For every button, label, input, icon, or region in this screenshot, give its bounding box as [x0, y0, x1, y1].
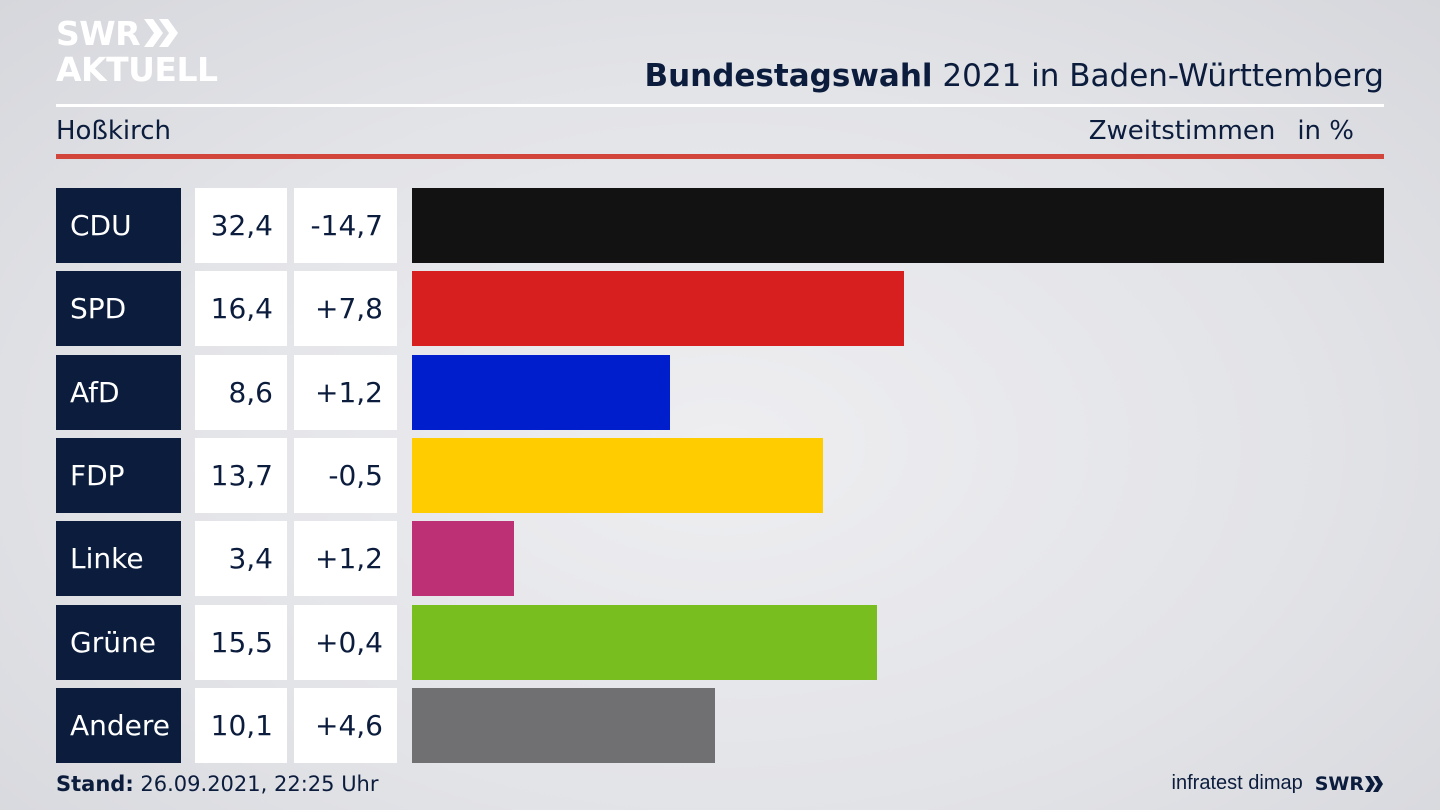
party-row: FDP 13,7 -0,5 [56, 437, 1384, 513]
party-row: SPD 16,4 +7,8 [56, 271, 1384, 347]
bar [412, 521, 514, 597]
measure-label: Zweitstimmen in % [1089, 116, 1354, 146]
timestamp: Stand: 26.09.2021, 22:25 Uhr [56, 772, 379, 796]
party-row: Linke 3,4 +1,2 [56, 521, 1384, 597]
party-row: Grüne 15,5 +0,4 [56, 604, 1384, 680]
logo-line-aktuell: AKTUELL [56, 50, 218, 89]
double-chevron-icon [144, 19, 179, 47]
vote-change: +1,2 [294, 521, 397, 597]
location-label: Hoßkirch [56, 116, 172, 146]
measure-name: Zweitstimmen [1088, 116, 1276, 146]
party-name: Grüne [56, 604, 181, 680]
party-row: AfD 8,6 +1,2 [56, 354, 1384, 430]
vote-change: +4,6 [294, 687, 397, 763]
timestamp-value: 26.09.2021, 22:25 Uhr [140, 772, 379, 796]
vote-share: 8,6 [195, 354, 287, 430]
party-name: Andere [56, 687, 181, 763]
measure-unit: in % [1297, 116, 1354, 146]
vote-share: 15,5 [195, 604, 287, 680]
accent-divider [56, 154, 1384, 159]
data-source: infratest dimap [1171, 772, 1303, 794]
header-divider [56, 104, 1384, 107]
party-name: SPD [56, 271, 181, 347]
vote-share: 13,7 [195, 437, 287, 513]
vote-change: +7,8 [294, 271, 397, 347]
page-title: Bundestagswahl 2021 in Baden-Württemberg [644, 58, 1384, 94]
vote-change: +0,4 [294, 604, 397, 680]
vote-change: -0,5 [294, 437, 397, 513]
footer-swr-logo: SWR [1315, 773, 1384, 795]
title-bold: Bundestagswahl [644, 58, 933, 94]
swr-aktuell-logo: SWR AKTUELL [56, 16, 218, 88]
vote-change: +1,2 [294, 354, 397, 430]
party-name: CDU [56, 188, 181, 263]
party-name: AfD [56, 354, 181, 430]
bar [412, 354, 670, 430]
party-row: Andere 10,1 +4,6 [56, 687, 1384, 763]
timestamp-label: Stand: [56, 772, 134, 796]
bar [412, 604, 877, 680]
vote-change: -14,7 [294, 188, 397, 263]
party-row: CDU 32,4 -14,7 [56, 188, 1384, 263]
title-rest: 2021 in Baden-Württemberg [942, 58, 1384, 94]
bar [412, 687, 715, 763]
double-chevron-icon [1365, 775, 1383, 792]
vote-share: 10,1 [195, 687, 287, 763]
logo-line-swr: SWR [56, 16, 218, 52]
bar [412, 437, 823, 513]
bar [412, 271, 904, 347]
vote-share: 3,4 [195, 521, 287, 597]
party-name: FDP [56, 437, 181, 513]
bar [412, 188, 1384, 263]
vote-share: 16,4 [195, 271, 287, 347]
party-name: Linke [56, 521, 181, 597]
vote-share: 32,4 [195, 188, 287, 263]
footer-credits: infratest dimap SWR [1172, 772, 1384, 795]
